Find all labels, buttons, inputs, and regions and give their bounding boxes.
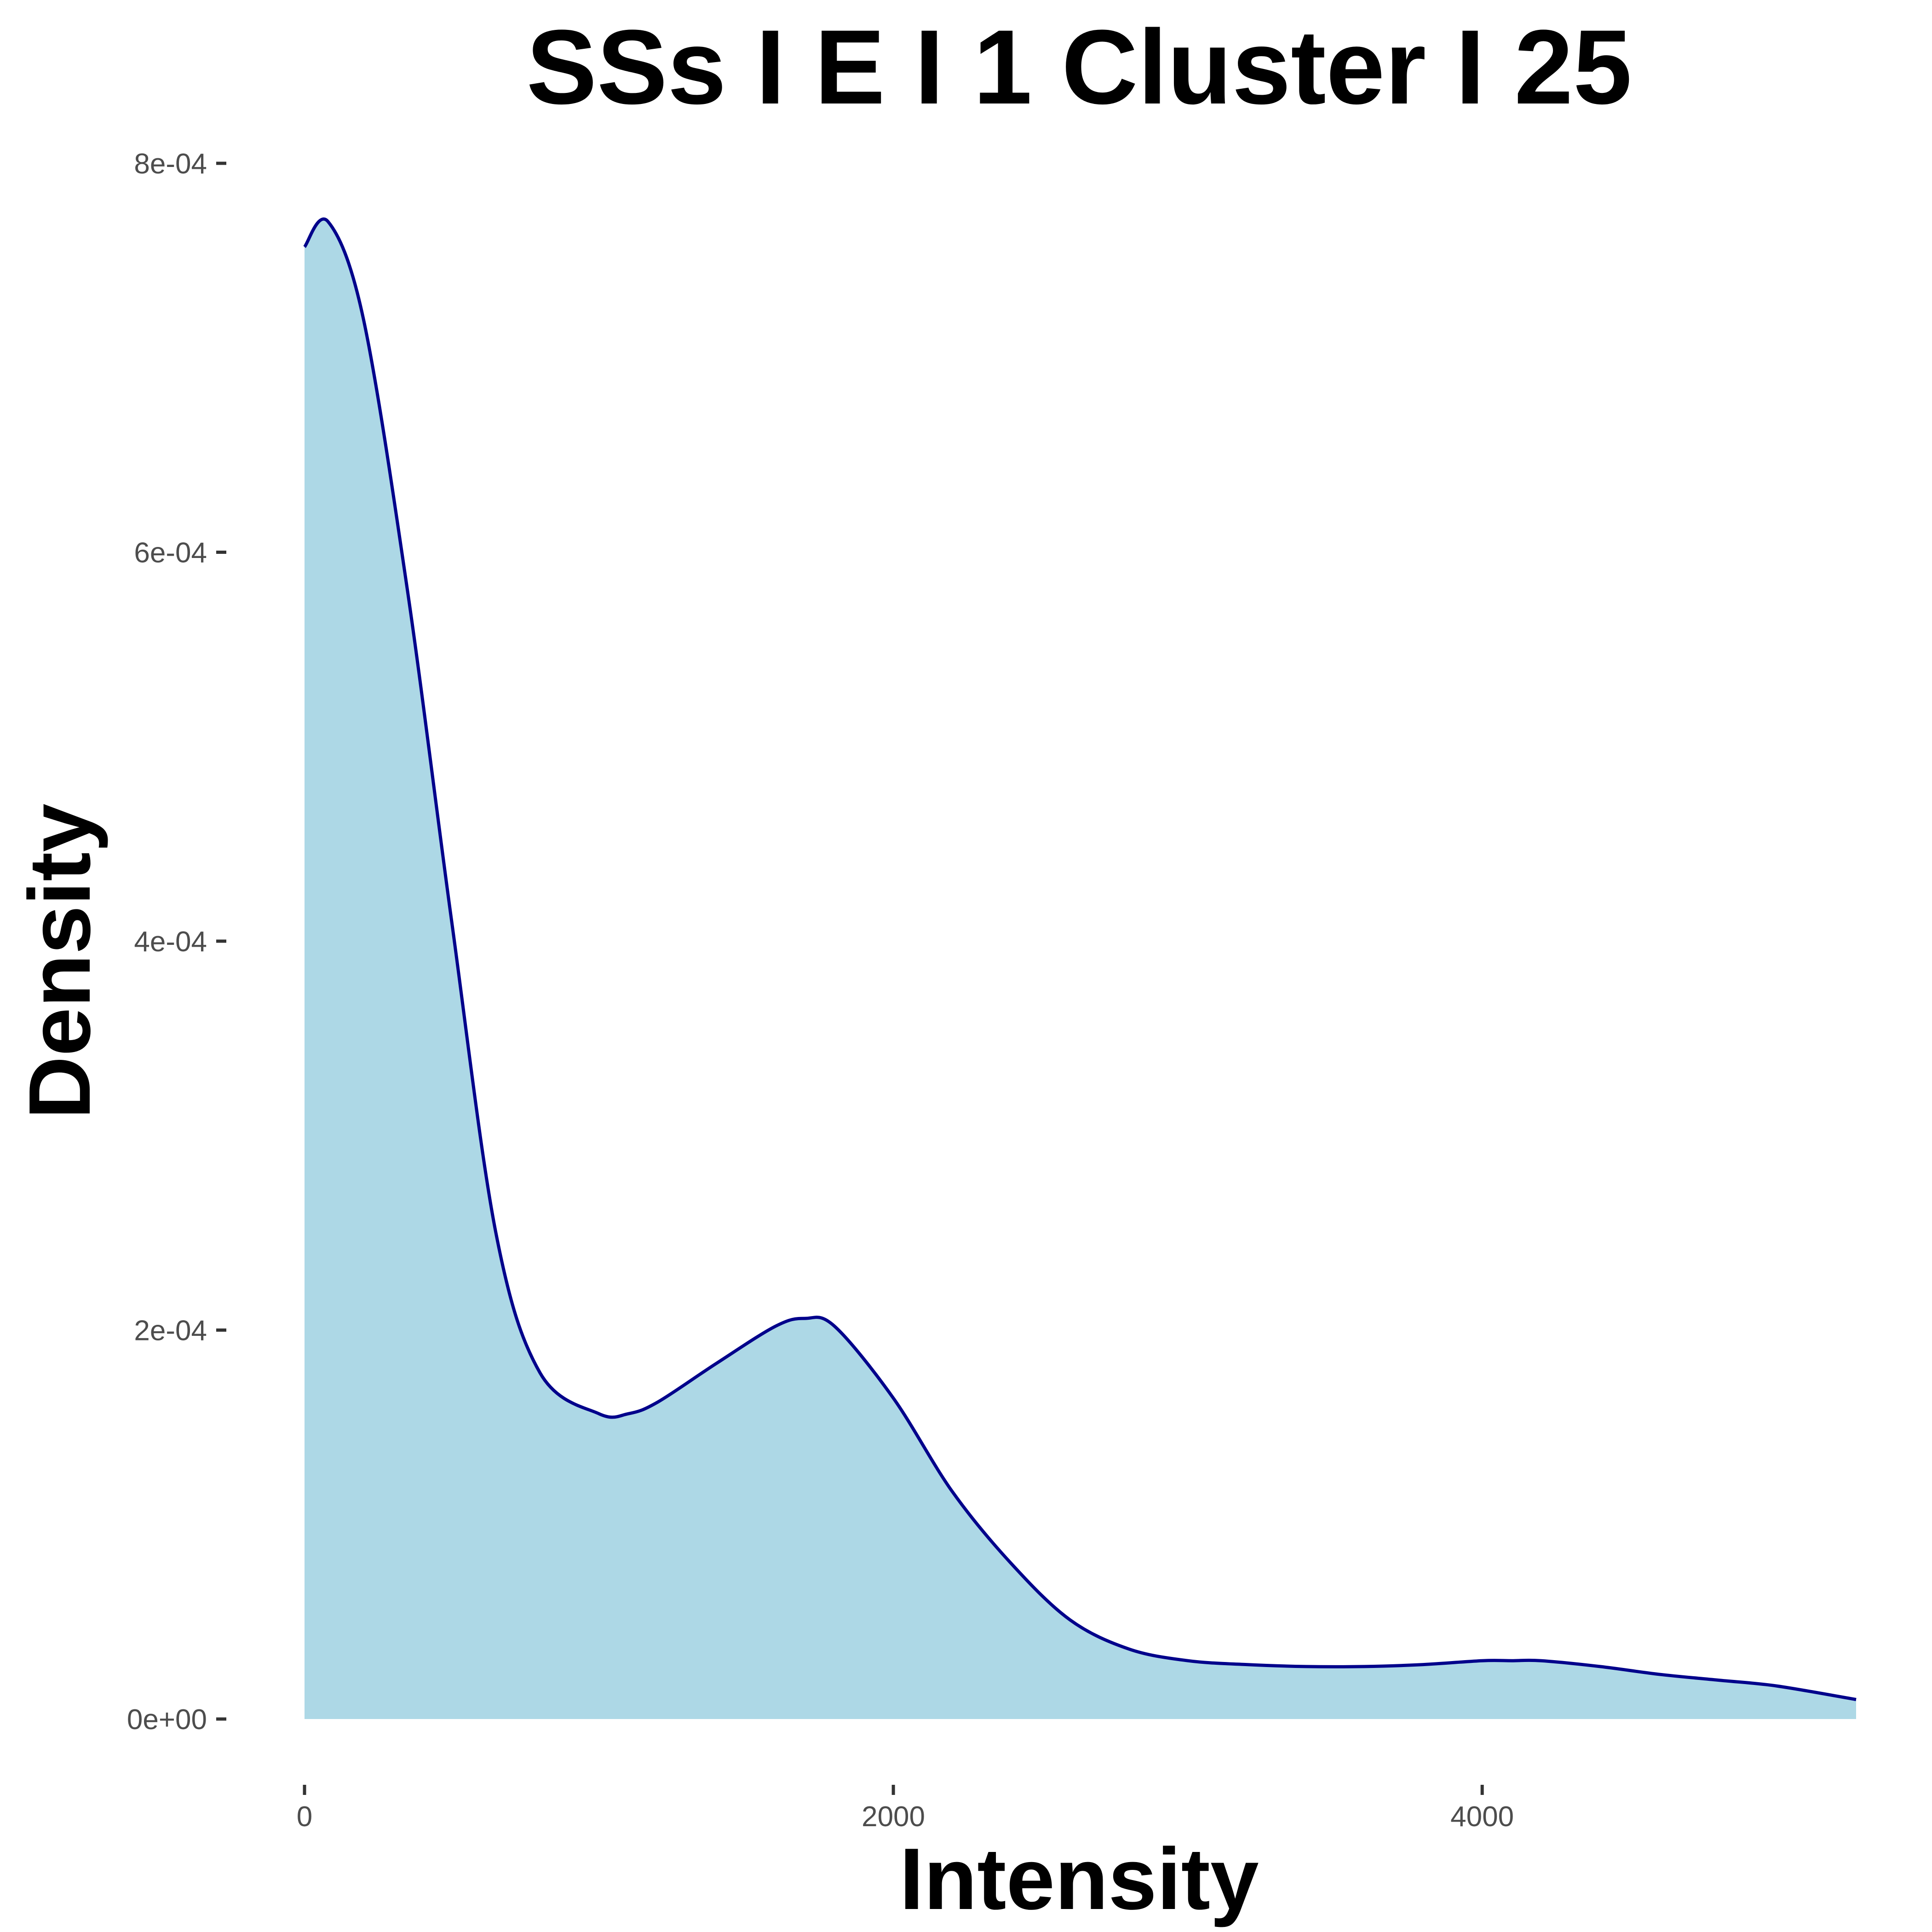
plot-area <box>303 217 1857 1719</box>
y-tick-label: 0e+00 <box>127 1704 207 1736</box>
x-tick-label: 2000 <box>862 1801 925 1833</box>
density-line <box>303 217 1857 1702</box>
y-tick-label: 4e-04 <box>134 926 207 958</box>
y-axis-title: Density <box>11 804 109 1119</box>
x-tick-label: 4000 <box>1450 1801 1514 1833</box>
y-axis: 0e+00 2e-04 4e-04 6e-04 8e-04 <box>127 148 226 1736</box>
x-axis: 0 2000 4000 <box>297 1785 1514 1833</box>
y-tick-label: 6e-04 <box>134 537 207 569</box>
y-tick-label: 2e-04 <box>134 1315 207 1347</box>
x-tick-label: 0 <box>297 1801 312 1833</box>
density-area <box>305 219 1856 1719</box>
chart-title: SSs I E I 1 Cluster I 25 <box>526 8 1632 126</box>
x-axis-title: Intensity <box>899 1830 1259 1928</box>
y-tick-label: 8e-04 <box>134 148 207 180</box>
